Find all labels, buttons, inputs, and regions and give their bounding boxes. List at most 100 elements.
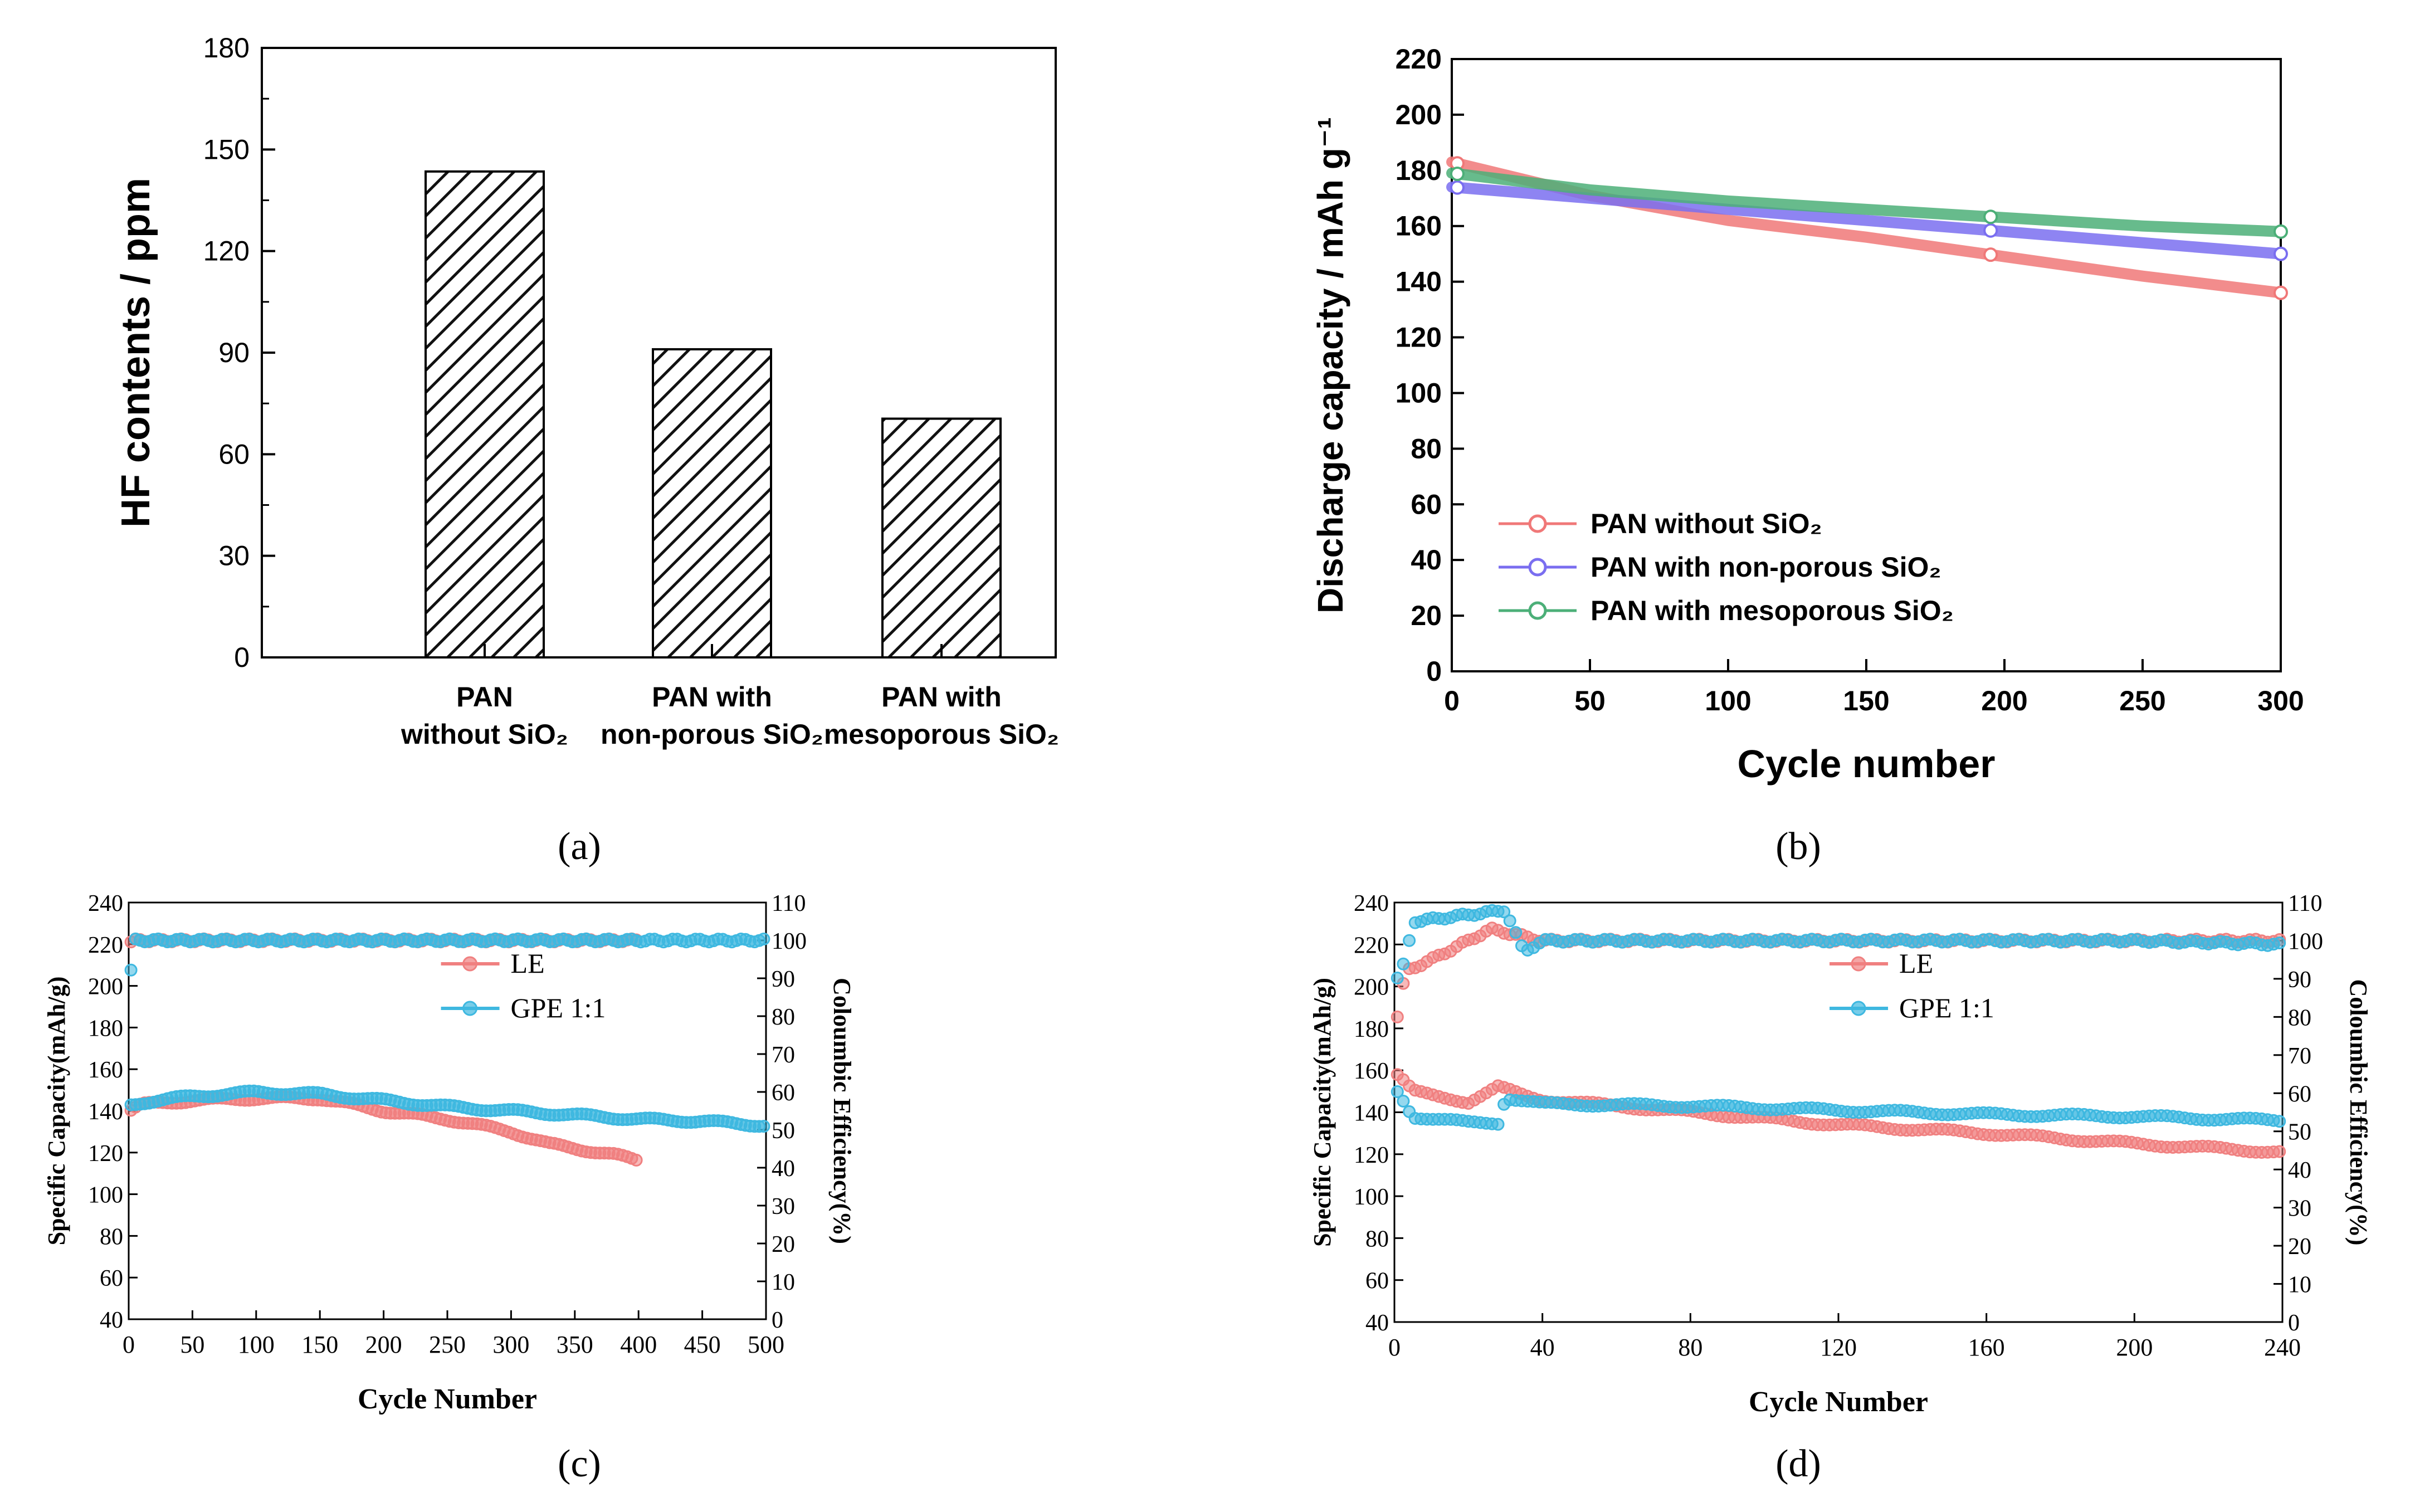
x-tick-label: 300 [492,1331,529,1358]
y-tick-label: 20 [1411,600,1442,631]
y-tick-label: 80 [1411,433,1442,464]
x-category-label: PAN [456,681,513,713]
legend-label: LE [1899,948,1933,979]
efficiency-marker [1503,914,1516,928]
x-tick-label: 0 [123,1331,135,1358]
efficiency-marker [1497,905,1511,919]
x-tick-label: 0 [1388,1334,1401,1361]
capacity-marker [2273,1145,2286,1158]
x-category-label: mesoporous SiO₂ [824,719,1059,750]
y2-tick-label: 100 [2288,929,2323,954]
y2-tick-label: 40 [772,1156,795,1182]
y-tick-label: 160 [88,1057,123,1083]
legend-label: GPE 1:1 [511,992,606,1023]
y2-tick-label: 60 [772,1080,795,1106]
y-axis-title: Specific Capacity(mAh/g) [43,977,70,1246]
series-marker [1983,247,1998,262]
x-tick-label: 0 [1444,685,1460,716]
chart-panel-a: 0 30 60 90 120 150 180 HF contents / ppm PAN with… [114,32,1059,868]
y2-tick-label: 70 [2288,1043,2311,1069]
efficiency-marker [1403,934,1416,947]
efficiency-marker [1397,957,1410,970]
panel-label: (c) [558,1442,601,1485]
x-tick-label: 50 [180,1331,204,1358]
efficiency-marker [1391,1010,1404,1023]
y-tick-label: 40 [1365,1310,1389,1336]
capacity-marker [1397,1095,1410,1108]
y-tick-label: 140 [88,1099,123,1125]
y-tick-label: 140 [1354,1101,1389,1126]
series-line [1446,167,2286,237]
y2-tick-label: 50 [2288,1120,2311,1145]
y2-tick-label: 0 [2288,1310,2300,1336]
legend-marker [462,956,478,972]
series-marker [1450,167,1465,182]
series-marker [1450,180,1465,195]
x-tick-label: 150 [1843,685,1889,716]
y-tick-label: 60 [1365,1269,1389,1294]
y-tick-label: 150 [203,134,250,165]
x-tick-label: 250 [429,1331,466,1358]
x-tick-label: 350 [557,1331,593,1358]
y2-tick-label: 0 [772,1308,783,1333]
efficiency-marker [124,963,138,977]
y-tick-label: 220 [1396,43,1442,75]
capacity-marker [630,1153,643,1167]
x-tick-label: 300 [2257,685,2304,716]
x-tick-label: 250 [2119,685,2165,716]
y-tick-label: 160 [1354,1059,1389,1084]
capacity-marker [1391,1085,1404,1098]
panel-label: (b) [1775,825,1821,868]
y-tick-label: 240 [1354,891,1389,916]
efficiency-marker [757,933,770,945]
y-tick-label: 0 [1426,656,1442,687]
legend-label: PAN without SiO₂ [1591,508,1822,539]
y2-tick-label: 30 [772,1194,795,1220]
y2-tick-label: 110 [2288,891,2322,916]
x-tick-label: 200 [365,1331,402,1358]
y-tick-label: 100 [1354,1184,1389,1210]
y2-tick-label: 90 [2288,967,2311,993]
x-tick-label: 80 [1678,1334,1702,1361]
legend-marker [1851,956,1866,972]
x-tick-label: 50 [1574,685,1606,716]
chart-panel-b: 0 20 40 60 80 100 120 140 160 180 200 220 0 50 100 150 2… [1310,43,2304,868]
series-marker [2274,285,2288,300]
y-tick-label: 220 [88,933,123,958]
chart-panel-c: 40 60 80 100 120 140 160 180 200 220 240 0 10 20 30 40 5… [43,891,856,1485]
y-tick-label: 100 [88,1183,123,1208]
legend-label: GPE 1:1 [1899,992,1994,1023]
y-axis-title: Specific Capacity(mAh/g) [1309,978,1336,1247]
y-tick-label: 240 [88,891,123,916]
series-marker [2274,246,2288,261]
efficiency-marker [1391,972,1404,984]
x-tick-label: 200 [2116,1334,2153,1361]
y-tick-label: 120 [1396,322,1442,353]
x-tick-label: 500 [748,1331,784,1358]
x-axis-title: Cycle Number [358,1383,537,1415]
y-tick-label: 40 [1411,544,1442,575]
x-tick-label: 450 [684,1331,721,1358]
y-tick-label: 120 [1354,1143,1389,1168]
y-tick-label: 30 [218,540,250,572]
x-tick-label: 200 [1981,685,2027,716]
y2-tick-label: 110 [772,891,806,916]
y2-tick-label: 100 [772,929,807,954]
legend-marker [1528,558,1547,577]
y-tick-label: 60 [1411,489,1442,520]
y-tick-label: 120 [88,1141,123,1167]
y-tick-label: 200 [1354,975,1389,1001]
y-tick-label: 220 [1354,933,1389,958]
legend-label: PAN with non-porous SiO₂ [1591,552,1941,583]
legend-marker [462,1001,478,1016]
y2-tick-label: 10 [2288,1272,2311,1298]
y-tick-label: 40 [100,1308,123,1333]
bar [652,348,772,659]
y2-tick-label: 30 [2288,1196,2311,1222]
x-tick-label: 400 [620,1331,657,1358]
y2-tick-label: 80 [2288,1005,2311,1031]
capacity-marker [1491,1118,1505,1131]
legend-label: LE [511,948,545,979]
panel-label: (d) [1775,1442,1821,1485]
